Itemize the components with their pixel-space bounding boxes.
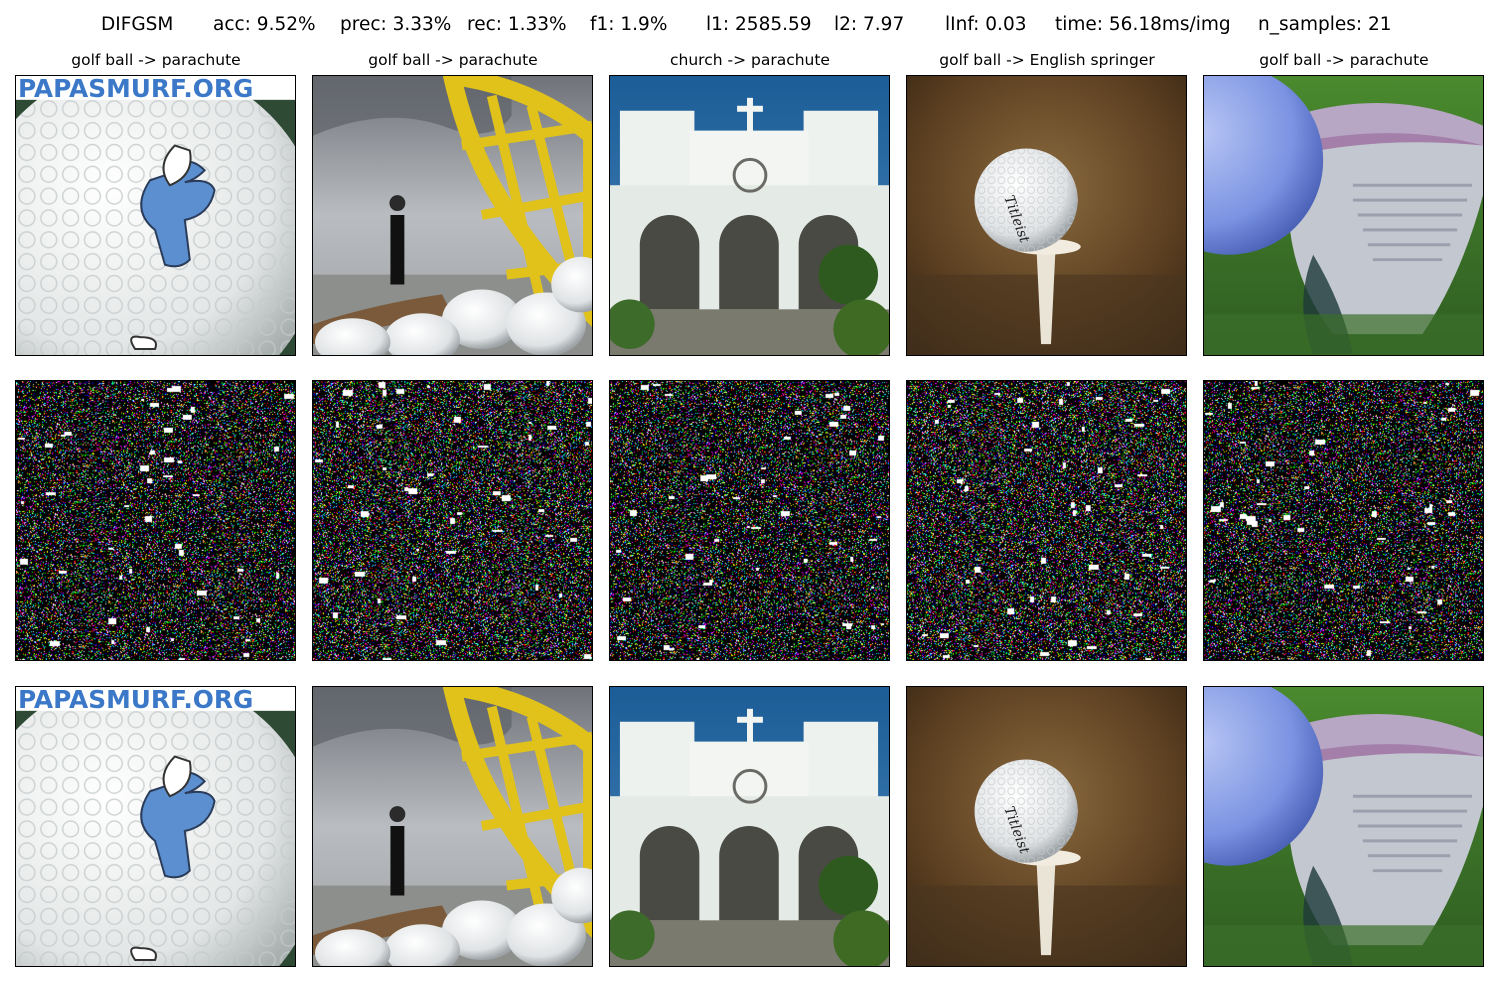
golf-ball-tee-image [907,76,1186,355]
original-image-3 [609,75,890,356]
perturbation-3 [609,380,890,661]
metric-time: time: 56.18ms/img [1055,14,1231,35]
adversarial-image-1 [15,686,296,967]
noise-canvas [313,381,592,660]
metric-accuracy: acc: 9.52% [213,14,316,35]
column-title-1: golf ball -> parachute [71,51,241,69]
method-name: DIFGSM [101,14,174,35]
metric-linf: lInf: 0.03 [945,14,1027,35]
adversarial-image-3 [609,686,890,967]
golf-club-image [1204,76,1483,355]
church-image [610,687,889,966]
column-title-3: church -> parachute [670,51,830,69]
perturbation-5 [1203,380,1484,661]
golf-balls-basket-image [313,687,592,966]
adversarial-image-2 [312,686,593,967]
noise-canvas [907,381,1186,660]
noise-canvas [16,381,295,660]
perturbation-1 [15,380,296,661]
noise-canvas [610,381,889,660]
golf-ball-smurf-image [16,687,295,966]
metric-l2: l2: 7.97 [834,14,905,35]
golf-balls-basket-image [313,76,592,355]
church-image [610,76,889,355]
metric-precision: prec: 3.33% [340,14,452,35]
original-image-1 [15,75,296,356]
adversarial-image-4 [906,686,1187,967]
golf-club-image [1204,687,1483,966]
perturbation-2 [312,380,593,661]
metric-n-samples: n_samples: 21 [1258,14,1392,35]
adversarial-image-5 [1203,686,1484,967]
perturbation-4 [906,380,1187,661]
column-title-2: golf ball -> parachute [368,51,538,69]
golf-ball-tee-image [907,687,1186,966]
metric-l1: l1: 2585.59 [706,14,812,35]
metric-recall: rec: 1.33% [467,14,567,35]
original-image-5 [1203,75,1484,356]
column-title-5: golf ball -> parachute [1259,51,1429,69]
noise-canvas [1204,381,1483,660]
metric-f1: f1: 1.9% [590,14,668,35]
column-title-4: golf ball -> English springer [939,51,1155,69]
figure-title: DIFGSM acc: 9.52% prec: 3.33% rec: 1.33%… [0,14,1500,44]
golf-ball-smurf-image [16,76,295,355]
original-image-4 [906,75,1187,356]
original-image-2 [312,75,593,356]
